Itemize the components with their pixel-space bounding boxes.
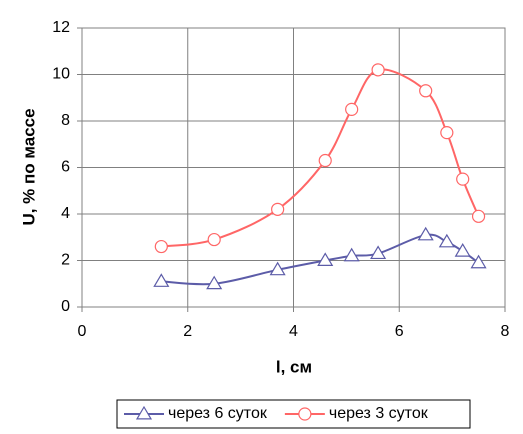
marker [153, 273, 170, 287]
marker [343, 247, 360, 262]
marker [470, 254, 487, 269]
marker [318, 153, 332, 168]
marker [454, 243, 471, 257]
legend-label: через 6 суток [168, 405, 268, 422]
y-tick-label: 0 [61, 298, 70, 315]
y-tick-label: 12 [52, 19, 70, 36]
x-tick-label: 8 [501, 323, 510, 340]
y-tick-label: 6 [61, 159, 70, 176]
y-tick-label: 2 [61, 252, 70, 269]
x-tick-label: 4 [289, 323, 298, 340]
marker [419, 84, 433, 98]
marker [438, 233, 455, 248]
x-tick-label: 0 [78, 323, 87, 340]
marker [471, 209, 486, 223]
marker [317, 252, 334, 266]
legend-label: через 3 суток [329, 405, 429, 422]
y-tick-label: 4 [61, 205, 70, 222]
y-tick-label: 8 [61, 112, 70, 129]
x-tick-label: 6 [395, 323, 404, 340]
marker [135, 405, 153, 420]
marker [370, 245, 387, 260]
marker [269, 261, 286, 276]
series-line [161, 68, 480, 248]
marker [440, 126, 454, 140]
y-tick-label: 10 [52, 66, 70, 83]
x-tick-label: 2 [183, 323, 192, 340]
plot-border [81, 27, 506, 308]
marker [207, 232, 221, 247]
marker [417, 226, 434, 241]
marker [371, 63, 385, 77]
marker [154, 239, 168, 254]
y-axis-label: U, % по массе [19, 108, 38, 225]
x-axis-label: l, см [276, 357, 312, 376]
marker [456, 172, 470, 186]
series-line [161, 233, 480, 286]
marker [206, 275, 223, 290]
marker [271, 202, 285, 216]
marker [345, 102, 359, 116]
marker [298, 407, 312, 421]
